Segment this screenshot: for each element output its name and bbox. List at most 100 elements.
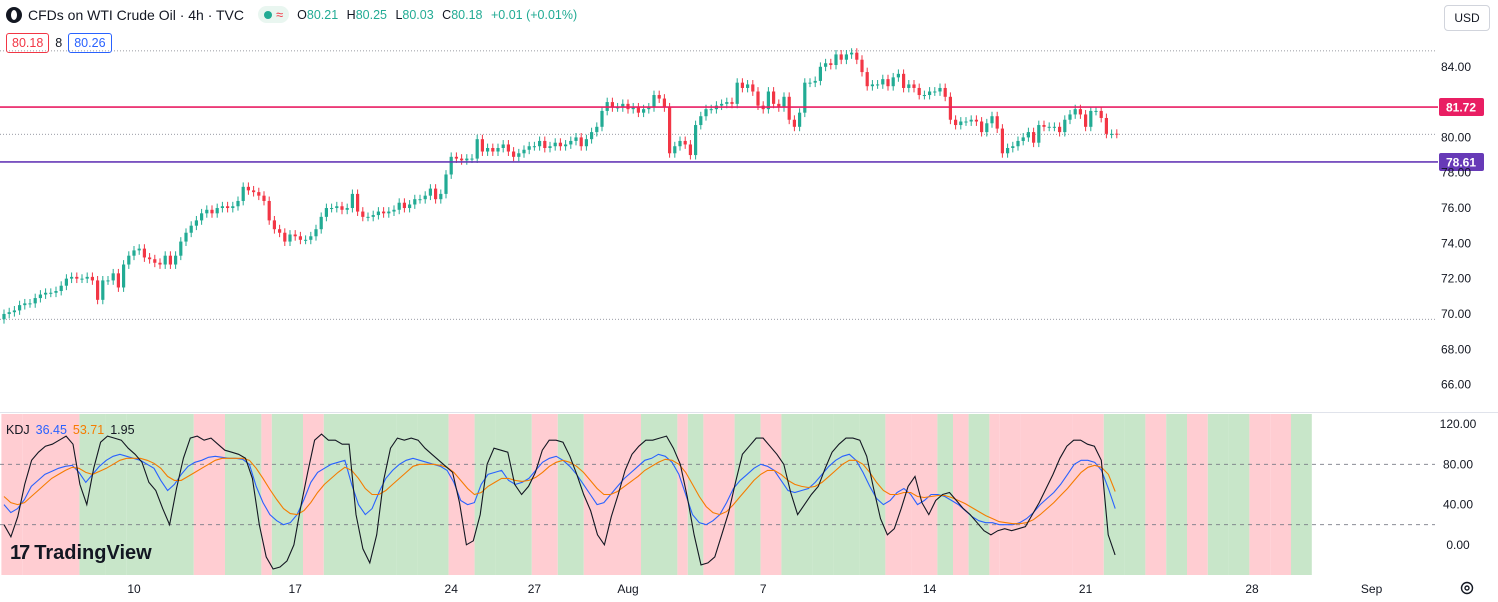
candle-body: [356, 193, 360, 212]
sell-button[interactable]: 80.18: [6, 33, 50, 53]
candle-body: [933, 91, 937, 93]
time-tick-label: 27: [528, 582, 542, 596]
candle-body: [460, 158, 464, 161]
spread-value: 8: [55, 36, 63, 50]
candle-body: [220, 206, 224, 209]
kdj-band: [677, 414, 688, 575]
kdj-tick-label: 120.00: [1440, 417, 1477, 431]
candle-body: [288, 234, 292, 242]
candle-body: [85, 276, 89, 279]
kdj-band: [323, 414, 397, 575]
kdj-band: [271, 414, 303, 575]
candle-body: [824, 63, 828, 67]
legend-backdrop: [0, 0, 206, 92]
kdj-band: [1207, 414, 1229, 575]
candle-body: [657, 95, 661, 99]
candle-body: [293, 234, 297, 237]
candle-body: [621, 103, 625, 108]
kdj-k-value: 36.45: [35, 423, 67, 437]
kdj-band: [251, 414, 262, 575]
candle-body: [912, 84, 916, 88]
candle-body: [90, 276, 94, 281]
candle-body: [855, 52, 859, 60]
candle-body: [200, 213, 204, 221]
candle-body: [683, 140, 687, 145]
candle-body: [1006, 147, 1010, 154]
symbol-title[interactable]: CFDs on WTI Crude Oil · 4h · TVC: [28, 6, 245, 23]
candle-body: [943, 87, 947, 97]
candle-body: [584, 139, 588, 147]
kdj-band: [1124, 414, 1146, 575]
candle-body: [376, 211, 380, 216]
candle-body: [751, 84, 755, 92]
candle-body: [740, 82, 744, 88]
candle-body: [1115, 133, 1119, 135]
candle-body: [18, 305, 22, 311]
kdj-line-d: [3, 457, 1116, 525]
candle-body: [501, 144, 505, 148]
candle-body: [1042, 125, 1046, 127]
kdj-band: [1103, 414, 1125, 575]
kdj-tick-label: 80.00: [1443, 457, 1473, 471]
kdj-band: [557, 414, 584, 575]
candle-body: [1073, 109, 1077, 115]
candle-body: [163, 255, 167, 265]
candle-body: [673, 146, 677, 154]
candle-body: [324, 208, 328, 217]
candle-body: [834, 54, 838, 66]
candle-body: [12, 310, 16, 313]
price-tick-label: 76.00: [1441, 201, 1471, 215]
candle-body: [902, 73, 906, 88]
market-status[interactable]: ≈: [258, 6, 290, 23]
candle-body: [1032, 132, 1036, 143]
candle-body: [28, 303, 32, 305]
candle-body: [642, 109, 646, 113]
candle-body: [402, 202, 406, 209]
candle-body: [668, 107, 672, 154]
gear-icon[interactable]: [1459, 580, 1475, 596]
tradingview-wordmark: TradingView: [34, 542, 152, 564]
kdj-tick-label: 0.00: [1446, 538, 1470, 552]
candle-body: [1094, 110, 1098, 112]
tradingview-logo[interactable]: 17 TradingView: [10, 542, 152, 565]
symbol-legend[interactable]: CFDs on WTI Crude Oil · 4h · TVC ≈ O80.2…: [6, 6, 582, 23]
buy-button[interactable]: 80.26: [68, 33, 112, 53]
kdj-name: KDJ: [6, 423, 30, 437]
candle-body: [850, 52, 854, 55]
candle-body: [413, 199, 417, 205]
candle-body: [439, 193, 443, 200]
candle-body: [330, 208, 334, 210]
candle-body: [891, 77, 895, 87]
time-tick-label: 10: [127, 582, 141, 596]
candle-body: [678, 140, 682, 147]
candle-body: [746, 84, 750, 88]
candle-body: [491, 147, 495, 152]
candle-body: [532, 146, 536, 148]
candle-body: [205, 209, 209, 214]
candle-body: [262, 195, 266, 201]
candle-body: [179, 241, 183, 256]
candle-body: [881, 79, 885, 85]
kdj-band: [396, 414, 418, 575]
candle-body: [876, 84, 880, 86]
candle-body: [132, 250, 136, 256]
candle-body: [226, 206, 230, 209]
kdj-band: [1, 414, 23, 575]
candle-body: [553, 142, 557, 147]
candle-body: [444, 174, 448, 194]
currency-selector[interactable]: USD: [1444, 5, 1490, 31]
candle-body: [558, 142, 562, 147]
candle-body: [647, 107, 651, 110]
candle-body: [49, 292, 53, 294]
candle-body: [1021, 137, 1025, 141]
candle-body: [1110, 133, 1114, 135]
kdj-legend[interactable]: KDJ 36.45 53.71 1.95: [6, 423, 135, 437]
candle-body: [959, 121, 963, 126]
candle-body: [142, 248, 146, 258]
kdj-line-j: [3, 433, 1116, 570]
kdj-band: [734, 414, 761, 575]
price-tick-label: 80.00: [1441, 130, 1471, 144]
candle-body: [54, 291, 58, 293]
candle-body: [486, 147, 490, 152]
